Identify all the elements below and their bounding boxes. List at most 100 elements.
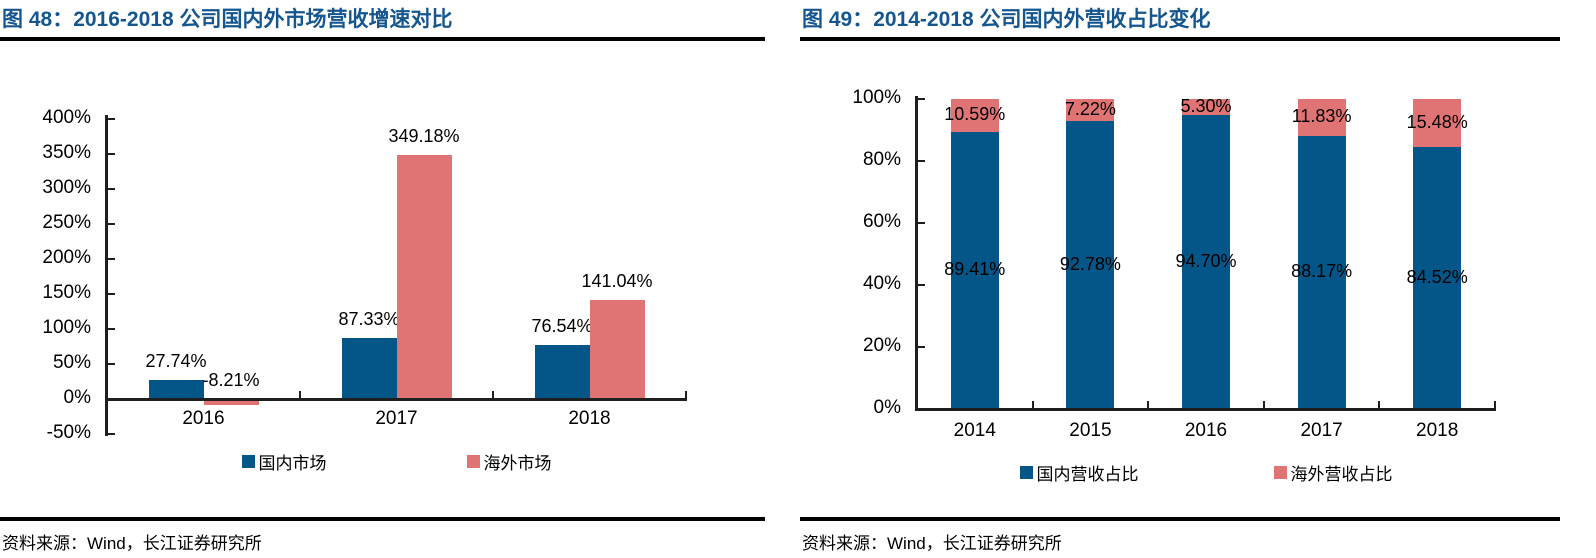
figure-48-title: 图 48：2016-2018 公司国内外市场营收增速对比 (2, 8, 453, 31)
y-tick-label: 50% (52, 352, 91, 373)
data-label: 7.22% (1064, 99, 1116, 120)
bar-domestic (1413, 146, 1462, 409)
figure-49-panel: 图 49：2014-2018 公司国内外营收占比变化 0% 20% 40% 60% 80… (800, 0, 1560, 558)
y-axis-tick (107, 293, 115, 295)
x-axis-tick (492, 391, 494, 399)
data-label: 92.78% (1059, 254, 1121, 275)
bar-overseas (1066, 99, 1115, 122)
y-axis-tick (917, 160, 925, 162)
legend-label: 海外营收占比 (1290, 465, 1393, 484)
figure-49-chart: 0% 20% 40% 60% 80% 100% 89.41% 10.59% 2014 92.78%… (800, 0, 1560, 558)
y-axis-tick (107, 258, 115, 260)
y-tick-label: 300% (42, 177, 91, 198)
y-tick-label: 40% (862, 273, 901, 294)
y-axis-tick (107, 153, 115, 155)
y-tick-label: 0% (63, 387, 91, 408)
bar-overseas (950, 99, 999, 132)
bar-domestic (1297, 135, 1346, 409)
bar-overseas (396, 154, 452, 399)
y-axis-tick (107, 188, 115, 190)
bar-overseas (589, 300, 645, 399)
bar-domestic (534, 345, 590, 399)
bar-overseas (1413, 99, 1462, 147)
figure-49-bottom-rule (800, 517, 1560, 521)
x-tick-label: 2015 (1069, 420, 1112, 441)
x-axis-line (915, 407, 1496, 411)
data-label: -8.21% (202, 370, 260, 390)
data-label: 15.48% (1406, 111, 1468, 132)
data-label: 11.83% (1291, 106, 1352, 127)
figure-48-bottom-rule (0, 517, 765, 521)
y-tick-label: 0% (873, 397, 901, 418)
y-tick-label: -50% (46, 422, 91, 443)
y-tick-label: 100% (852, 87, 901, 108)
figure-48-title-rule (0, 37, 765, 41)
legend-item: 国内市场 (241, 449, 327, 474)
y-axis-tick (917, 98, 925, 100)
bar-domestic (1182, 115, 1230, 409)
x-axis-tick (1031, 401, 1034, 409)
data-label: 27.74% (145, 350, 207, 371)
bar-domestic (950, 131, 999, 409)
y-tick-label: 200% (42, 247, 91, 268)
x-tick-label: 2018 (568, 408, 611, 429)
data-label: 76.54% (531, 316, 593, 337)
figure-49-title-rule (800, 37, 1560, 41)
figure-49-source: 资料来源：Wind，长江证券研究所 (802, 534, 1062, 553)
legend-label: 国内营收占比 (1036, 465, 1139, 484)
x-axis-tick (1262, 401, 1265, 409)
y-tick-label: 100% (42, 317, 91, 338)
y-axis-tick (107, 328, 115, 330)
x-tick-label: 2016 (1184, 420, 1228, 441)
legend-swatch-icon (466, 455, 480, 468)
x-tick-label: 2017 (1300, 420, 1343, 441)
y-tick-label: 250% (42, 212, 91, 233)
legend-label: 海外市场 (483, 454, 552, 473)
bar-overseas (203, 399, 259, 405)
y-tick-label: 150% (42, 282, 91, 303)
y-axis-tick (917, 346, 925, 348)
legend-label: 国内市场 (258, 454, 327, 473)
y-axis-tick (917, 222, 925, 224)
data-label: 87.33% (338, 308, 400, 329)
data-label: 84.52% (1406, 266, 1468, 287)
y-tick-label: 20% (862, 335, 901, 356)
data-label: 94.70% (1175, 251, 1237, 272)
bar-domestic (1066, 121, 1115, 409)
legend-swatch-icon (241, 455, 255, 468)
bar-domestic (341, 337, 397, 399)
legend-swatch-icon (1273, 466, 1287, 479)
y-axis-tick (917, 284, 925, 286)
data-label: 10.59% (944, 104, 1006, 125)
y-tick-label: 400% (42, 107, 91, 128)
x-axis-tick (1494, 401, 1496, 409)
y-tick-label: 60% (862, 211, 901, 232)
x-axis-tick (1147, 401, 1150, 409)
bar-overseas (1182, 99, 1230, 116)
x-tick-label: 2018 (1416, 420, 1459, 441)
x-axis-line (105, 397, 687, 401)
data-label: 5.30% (1180, 96, 1232, 117)
x-tick-label: 2017 (375, 408, 418, 429)
figure-49-title: 图 49：2014-2018 公司国内外营收占比变化 (802, 8, 1211, 31)
x-axis-tick (685, 391, 687, 399)
figure-48-panel: 图 48：2016-2018 公司国内外市场营收增速对比 -50% 0% 50% 10… (0, 0, 765, 558)
y-axis-line (915, 96, 918, 411)
data-label: 88.17% (1291, 261, 1353, 282)
figure-48-source: 资料来源：Wind，长江证券研究所 (2, 534, 262, 553)
y-axis-tick (107, 433, 115, 435)
y-tick-label: 350% (42, 142, 91, 163)
data-label: 141.04% (581, 271, 653, 292)
figure-48-chart: -50% 0% 50% 100% 150% 200% 250% 300% 350% 400% 27.… (0, 0, 765, 558)
x-axis-tick (1378, 401, 1381, 409)
figure-48-legend: 国内市场 海外市场 (107, 449, 686, 474)
x-tick-label: 2014 (953, 420, 996, 441)
x-axis-tick (299, 391, 301, 399)
data-label: 349.18% (388, 125, 460, 146)
y-axis-tick (107, 118, 115, 120)
legend-swatch-icon (1019, 466, 1033, 479)
bar-overseas (1297, 99, 1346, 136)
y-axis-tick (107, 363, 115, 365)
y-axis-tick (107, 223, 115, 225)
